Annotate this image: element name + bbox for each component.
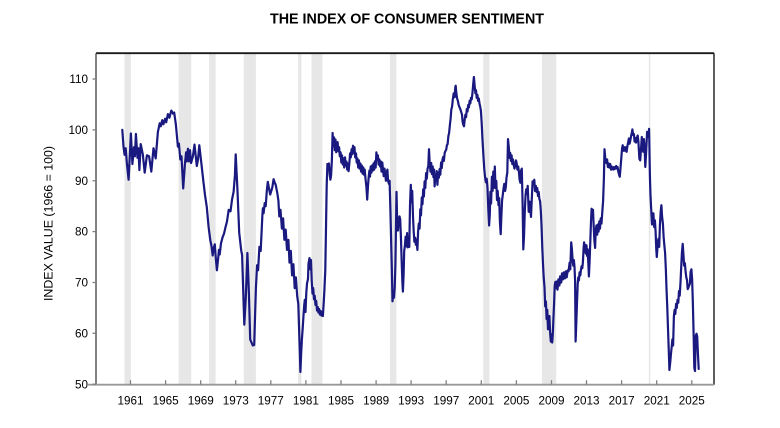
- svg-text:2009: 2009: [538, 394, 564, 407]
- svg-text:50: 50: [75, 378, 89, 391]
- svg-text:1993: 1993: [398, 394, 424, 407]
- svg-text:1997: 1997: [433, 394, 459, 407]
- svg-text:2021: 2021: [644, 394, 670, 407]
- svg-text:90: 90: [75, 175, 89, 188]
- svg-text:2001: 2001: [468, 394, 494, 407]
- svg-text:100: 100: [68, 124, 88, 137]
- svg-text:1981: 1981: [293, 394, 319, 407]
- svg-text:2017: 2017: [609, 394, 635, 407]
- svg-text:1961: 1961: [117, 394, 143, 407]
- svg-text:80: 80: [75, 226, 89, 239]
- svg-text:INDEX VALUE (1966 = 100): INDEX VALUE (1966 = 100): [42, 146, 56, 301]
- svg-text:1973: 1973: [223, 394, 249, 407]
- svg-text:1969: 1969: [188, 394, 214, 407]
- svg-text:2005: 2005: [503, 394, 530, 407]
- svg-text:1977: 1977: [258, 394, 284, 407]
- svg-text:1989: 1989: [363, 394, 389, 407]
- svg-text:THE INDEX OF CONSUMER SENTIMEN: THE INDEX OF CONSUMER SENTIMENT: [270, 12, 544, 28]
- svg-text:1985: 1985: [328, 394, 355, 407]
- svg-text:2025: 2025: [679, 394, 706, 407]
- svg-text:60: 60: [75, 327, 89, 340]
- svg-text:110: 110: [69, 73, 88, 86]
- svg-text:70: 70: [75, 277, 89, 290]
- svg-text:1965: 1965: [153, 394, 180, 407]
- svg-text:2013: 2013: [573, 394, 599, 407]
